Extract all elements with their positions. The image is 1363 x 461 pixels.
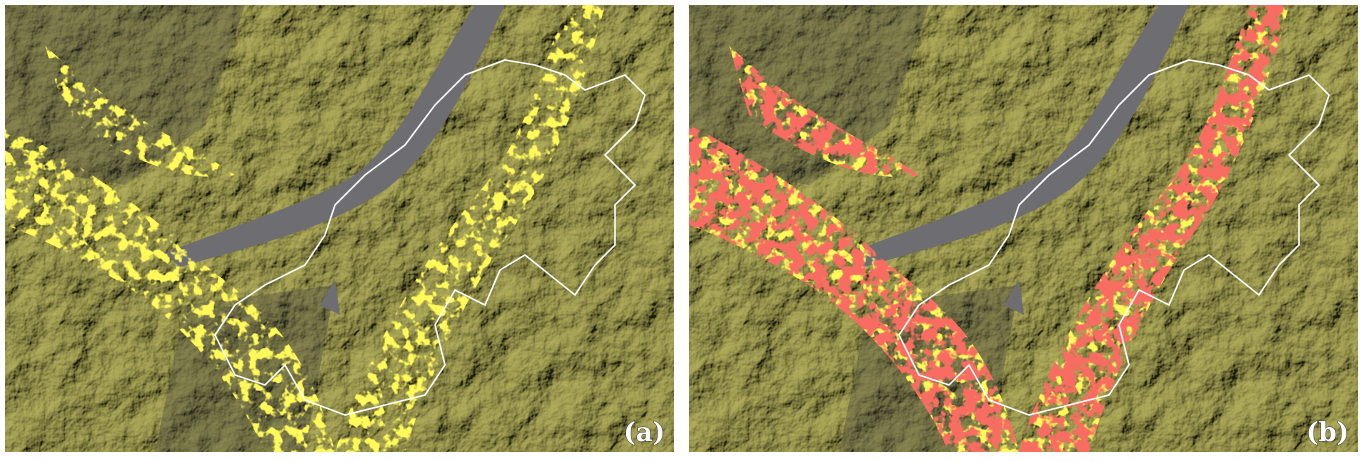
panel-a: (a)	[5, 5, 674, 452]
panel-b: (b)	[689, 5, 1358, 452]
figure: (a) (b)	[0, 0, 1363, 457]
panel-label: (a)	[624, 418, 665, 448]
panel-label: (b)	[1306, 418, 1349, 448]
